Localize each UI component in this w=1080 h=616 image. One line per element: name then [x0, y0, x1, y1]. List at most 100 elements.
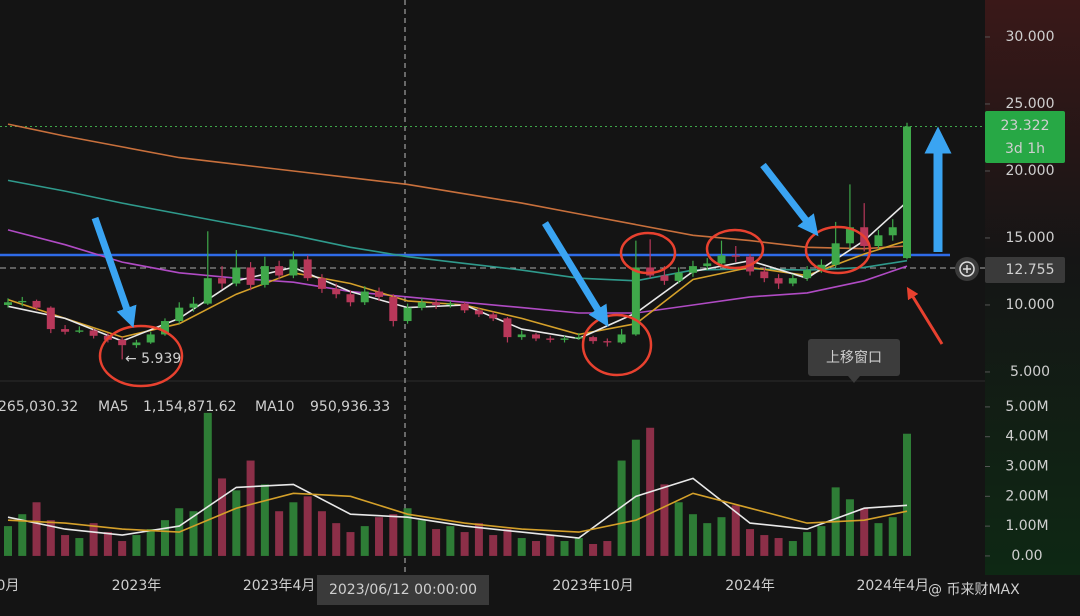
candle-body	[375, 291, 384, 297]
candle-body	[275, 266, 284, 276]
volume-bar	[603, 541, 612, 556]
volume-bar	[146, 529, 155, 556]
watermark: @ 币来财MAX	[928, 582, 1020, 598]
candle-body	[118, 339, 127, 346]
legend-value: 1,154,871.62	[143, 399, 237, 415]
candle-body	[389, 296, 398, 322]
volume-bar	[760, 535, 769, 556]
highlight-circle	[804, 225, 872, 275]
candle-body	[660, 275, 669, 281]
arrow	[91, 216, 137, 328]
candle-body	[817, 264, 826, 271]
volume-bar	[389, 514, 398, 556]
volume-bar	[731, 505, 740, 556]
candle-body	[688, 266, 697, 273]
candle-body	[232, 267, 241, 284]
crosshair-label: 2023/06/12 00:00:00	[329, 582, 477, 598]
crosshair-label-box	[317, 575, 489, 605]
candle-body	[760, 271, 769, 279]
volume-bar	[360, 526, 369, 556]
tooltip-pointer	[848, 376, 860, 383]
candle-body	[674, 272, 683, 281]
candle-body	[203, 278, 212, 304]
candle-body	[489, 314, 498, 319]
volume-bar	[489, 535, 498, 556]
volume-bar	[18, 514, 27, 556]
candle-body	[417, 302, 426, 308]
volume-bar	[617, 460, 626, 556]
candle-body	[32, 300, 41, 308]
candle-body	[75, 330, 84, 332]
y-tick-label: 0.00	[1011, 548, 1042, 564]
y-tick-label: 15.000	[1006, 230, 1055, 246]
add-icon	[963, 265, 971, 273]
candle-body	[132, 342, 141, 346]
y-tick-label: 20.000	[1006, 163, 1055, 179]
add-icon	[959, 261, 975, 277]
y-tick-label: 25.000	[1006, 96, 1055, 112]
volume-label: 265,030.32	[0, 399, 78, 415]
volume-ma-line	[7, 477, 908, 539]
candle-body	[717, 255, 726, 264]
volume-bar	[46, 520, 55, 556]
volume-bar	[317, 511, 326, 556]
x-tick-label: 0月	[0, 578, 19, 594]
x-tick-label: 2024年	[725, 578, 775, 594]
arrow	[760, 162, 819, 237]
candle-body	[146, 334, 155, 343]
volume-bar	[118, 541, 127, 556]
candle-body	[160, 321, 169, 335]
arrow	[542, 221, 609, 327]
candle-body	[845, 227, 854, 244]
volume-bar	[574, 538, 583, 556]
volume-bar	[688, 514, 697, 556]
candle-body	[332, 288, 341, 295]
volume-bar	[160, 520, 169, 556]
candle-body	[446, 303, 455, 305]
candle-body	[603, 341, 612, 343]
x-tick-label: 2024年4月	[856, 578, 929, 594]
candle-body	[531, 334, 540, 339]
volume-bar	[103, 532, 112, 556]
candle-body	[61, 329, 70, 332]
volume-bar	[375, 517, 384, 556]
volume-bar	[246, 460, 255, 556]
y-tick-label: 4.00M	[1005, 429, 1048, 445]
volume-bar	[275, 511, 284, 556]
candle-body	[460, 303, 469, 311]
volume-bar	[203, 412, 212, 556]
candle-body	[617, 334, 626, 343]
volume-bar	[903, 433, 912, 556]
volume-bar	[774, 538, 783, 556]
volume-bar	[332, 523, 341, 556]
candle-body	[560, 338, 569, 340]
price-axis-panel	[985, 0, 1080, 575]
volume-bar	[346, 532, 355, 556]
volume-bar	[531, 541, 540, 556]
candle-body	[831, 243, 840, 265]
x-tick-label: 2023年	[112, 578, 162, 594]
volume-bar	[803, 532, 812, 556]
volume-bar	[674, 502, 683, 556]
candle-body	[360, 291, 369, 303]
ma-line	[7, 123, 908, 250]
volume-bar	[460, 532, 469, 556]
candle-body	[803, 270, 812, 279]
volume-bar	[75, 538, 84, 556]
candle-body	[631, 267, 640, 335]
volume-bar	[703, 523, 712, 556]
y-tick-label: 5.000	[1010, 364, 1050, 380]
candle-body	[774, 278, 783, 284]
tooltip: 上移窗口	[826, 349, 882, 366]
volume-bar	[417, 520, 426, 556]
volume-bar	[403, 508, 412, 556]
last-price: 23.322	[1001, 118, 1050, 134]
highlight-circle	[581, 313, 653, 377]
candle-body	[432, 302, 441, 305]
candle-body	[703, 263, 712, 267]
volume-bar	[560, 541, 569, 556]
volume-bar	[260, 484, 269, 556]
candle-body	[18, 300, 27, 303]
volume-bar	[660, 484, 669, 556]
